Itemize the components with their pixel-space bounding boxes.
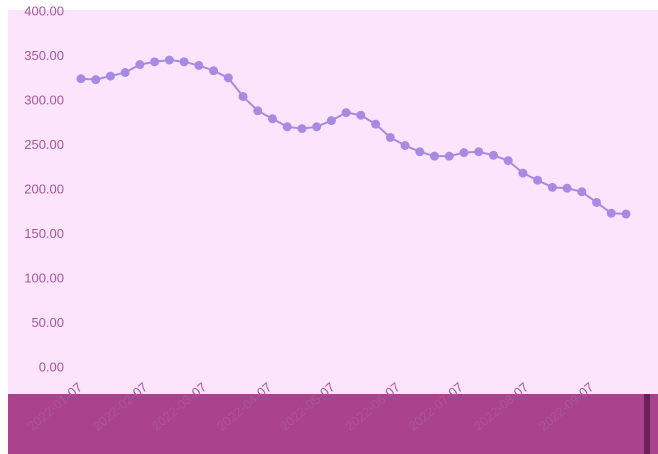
- point: [518, 168, 528, 178]
- point: [400, 141, 410, 150]
- point: [297, 124, 307, 134]
- point: [238, 92, 248, 102]
- point: [577, 187, 587, 197]
- point: [179, 57, 189, 67]
- point: [253, 106, 263, 116]
- point: [385, 132, 395, 142]
- point: [430, 151, 440, 161]
- point: [415, 147, 425, 157]
- point: [91, 75, 101, 85]
- point: [194, 60, 204, 70]
- point: [444, 151, 454, 161]
- y-tick-label: 300.00: [24, 92, 64, 107]
- plot-background: [8, 10, 658, 394]
- point: [150, 57, 160, 67]
- y-tick-label: 100.00: [24, 270, 64, 285]
- point: [371, 119, 381, 129]
- point: [135, 60, 145, 70]
- point: [164, 55, 174, 65]
- point: [474, 147, 484, 157]
- point: [341, 108, 351, 118]
- point: [209, 66, 219, 76]
- point: [105, 71, 115, 81]
- point: [533, 175, 543, 185]
- point: [606, 208, 616, 218]
- point: [223, 73, 233, 83]
- scrollbar: [644, 394, 650, 454]
- point: [459, 148, 469, 158]
- y-tick-label: 200.00: [24, 181, 64, 196]
- y-tick-label: 250.00: [24, 137, 64, 152]
- point: [503, 156, 513, 166]
- point: [488, 150, 498, 160]
- y-tick-label: 400.00: [24, 3, 64, 18]
- point: [76, 74, 86, 84]
- point: [562, 183, 572, 193]
- y-tick-label: 150.00: [24, 226, 64, 241]
- point: [621, 209, 631, 219]
- y-tick-label: 50.00: [31, 315, 64, 330]
- point: [356, 110, 366, 120]
- point: [120, 68, 130, 78]
- point: [592, 197, 602, 207]
- y-tick-label: 0.00: [39, 359, 64, 374]
- bottom-bar: [8, 394, 658, 454]
- point: [312, 122, 322, 132]
- y-tick-label: 350.00: [24, 48, 64, 63]
- point: [282, 122, 292, 132]
- point: [267, 114, 277, 124]
- point: [547, 182, 557, 192]
- point: [326, 116, 336, 126]
